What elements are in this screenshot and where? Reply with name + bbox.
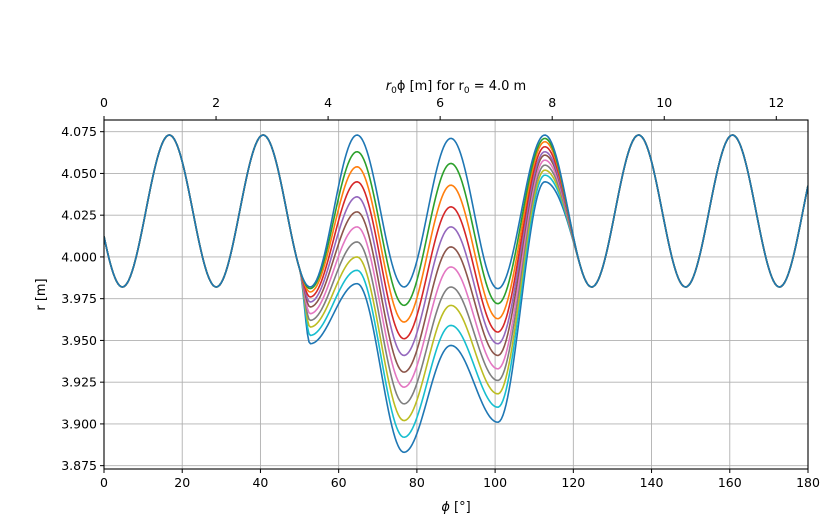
top-x-tick-label: 10 [656,95,672,110]
x-tick-label: 160 [718,475,742,490]
x-tick-label: 0 [100,475,108,490]
y-tick-label: 3.925 [61,375,97,390]
x-tick-label: 120 [561,475,585,490]
x-tick-label: 180 [796,475,820,490]
top-x-tick-label: 2 [212,95,220,110]
y-tick-label: 4.075 [61,124,97,139]
x-tick-label: 140 [640,475,664,490]
y-tick-label: 4.025 [61,208,97,223]
x-tick-label: 60 [331,475,347,490]
top-title-mid: ϕ [m] for r [397,79,465,94]
x-axis-unit: [°] [454,500,471,515]
x-tick-label: 100 [483,475,507,490]
y-tick-label: 3.875 [61,458,97,473]
top-x-tick-label: 8 [548,95,556,110]
top-x-tick-label: 6 [436,95,444,110]
series-line-2 [104,134,808,439]
x-axis-title: ϕ [°] [441,500,470,515]
axis-layer: 0 20 40 60 80 100 120 140 160 1803.8753.9003.9253… [61,95,820,490]
series-line-11 [104,134,808,290]
y-tick-label: 3.950 [61,333,97,348]
x-axis-symbol: ϕ [441,500,450,515]
series-line-5 [104,134,808,388]
grid-layer [103,120,809,469]
top-title-sub: 0 [391,86,397,96]
series-line-9 [104,134,808,323]
x-tick-label: 80 [409,475,425,490]
plot-frame [103,119,809,470]
top-title-suffix: = 4.0 m [470,79,527,94]
top-axis-title: r0ϕ [m] for r0 = 4.0 m [386,79,526,96]
y-tick-label: 3.975 [61,291,97,306]
y-tick-label: 4.000 [61,249,97,264]
top-x-tick-label: 0 [100,95,108,110]
top-x-tick-label: 4 [324,95,332,110]
series-line-6 [104,134,808,373]
x-tick-label: 40 [252,475,268,490]
y-axis-title: r [m] [34,278,49,310]
top-title-r: r [386,79,393,94]
top-title-sub2: 0 [464,86,470,96]
top-x-tick-label: 12 [768,95,784,110]
y-tick-label: 3.900 [61,416,97,431]
series-line-1 [104,134,808,454]
y-tick-label: 4.050 [61,166,97,181]
x-tick-label: 20 [174,475,190,490]
series-layer [104,134,808,454]
